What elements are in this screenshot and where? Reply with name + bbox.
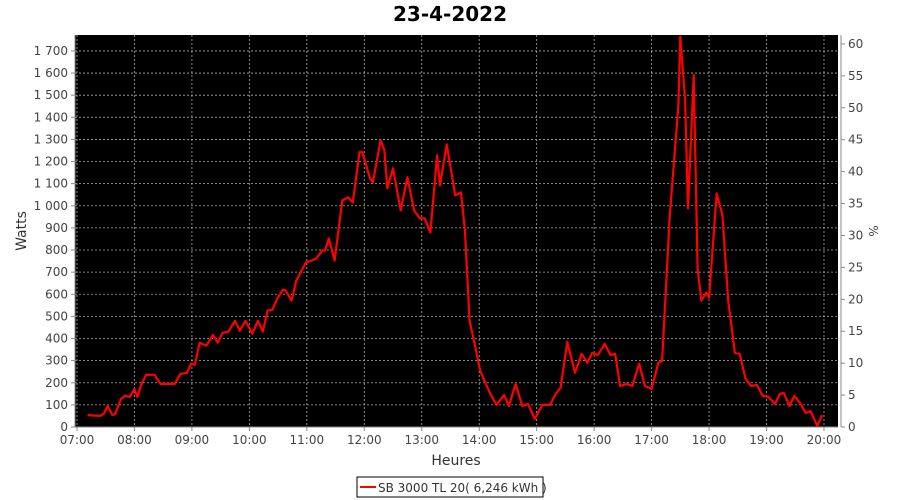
y2-tick-label: 55 (848, 69, 863, 83)
y2-tick-label: 45 (848, 133, 863, 147)
x-tick-label: 19:00 (749, 433, 784, 447)
legend-box (356, 476, 544, 498)
y-axis-label: Watts (14, 211, 30, 251)
y2-tick-label: 15 (848, 324, 863, 338)
y-tick-label: 200 (45, 376, 68, 390)
x-tick-label: 12:00 (347, 433, 382, 447)
chart-title: 23-4-2022 (393, 2, 507, 26)
y2-tick-label: 35 (848, 197, 863, 211)
axes: 07:00 08:00 09:00 10:00 11:00 12:00 13:00 14:00… (34, 35, 863, 447)
y-tick-label: 900 (45, 221, 68, 235)
y-tick-label: 0 (60, 420, 68, 434)
y-tick-label: 1 700 (34, 44, 68, 58)
legend-label: SB 3000 TL 20( 6,246 kWh ) (378, 481, 547, 495)
y-tick-label: 500 (45, 309, 68, 323)
y-tick-label: 100 (45, 398, 68, 412)
y-tick-label: 1 100 (34, 177, 68, 191)
x-tick-label: 10:00 (232, 433, 267, 447)
series-line (87, 35, 824, 427)
x-tick-label: 13:00 (404, 433, 439, 447)
y2-tick-label: 30 (848, 228, 863, 242)
y-tick-label: 700 (45, 265, 68, 279)
y-tick-label: 1 400 (34, 110, 68, 124)
y2-tick-label: 50 (848, 101, 863, 115)
x-tick-label: 14:00 (462, 433, 497, 447)
y2-tick-label: 0 (848, 420, 856, 434)
x-tick-label: 16:00 (577, 433, 612, 447)
y2-tick-label: 60 (848, 37, 863, 51)
x-tick-label: 17:00 (634, 433, 669, 447)
y-tick-label: 800 (45, 243, 68, 257)
x-tick-label: 18:00 (692, 433, 727, 447)
y2-tick-label: 10 (848, 356, 863, 370)
y2-tick-label: 40 (848, 165, 863, 179)
y2-tick-label: 20 (848, 292, 863, 306)
y-tick-label: 600 (45, 287, 68, 301)
x-tick-label: 09:00 (175, 433, 210, 447)
x-tick-label: 11:00 (290, 433, 325, 447)
x-tick-label: 20:00 (807, 433, 842, 447)
y2-tick-label: 5 (848, 388, 856, 402)
x-tick-label: 15:00 (519, 433, 554, 447)
x-axis-label: Heures (431, 453, 480, 469)
y-tick-label: 1 200 (34, 155, 68, 169)
y-tick-label: 1 300 (34, 132, 68, 146)
y-tick-label: 1 000 (34, 199, 68, 213)
plot-area (75, 35, 838, 427)
x-tick-label: 07:00 (60, 433, 95, 447)
y2-tick-label: 25 (848, 260, 863, 274)
y2-axis-label: % (866, 225, 880, 236)
x-tick-label: 08:00 (117, 433, 152, 447)
y-tick-label: 1 600 (34, 66, 68, 80)
y-tick-label: 1 500 (34, 88, 68, 102)
y-tick-label: 300 (45, 354, 68, 368)
legend[interactable]: SB 3000 TL 20( 6,246 kWh ) (356, 476, 547, 498)
y-tick-label: 400 (45, 332, 68, 346)
